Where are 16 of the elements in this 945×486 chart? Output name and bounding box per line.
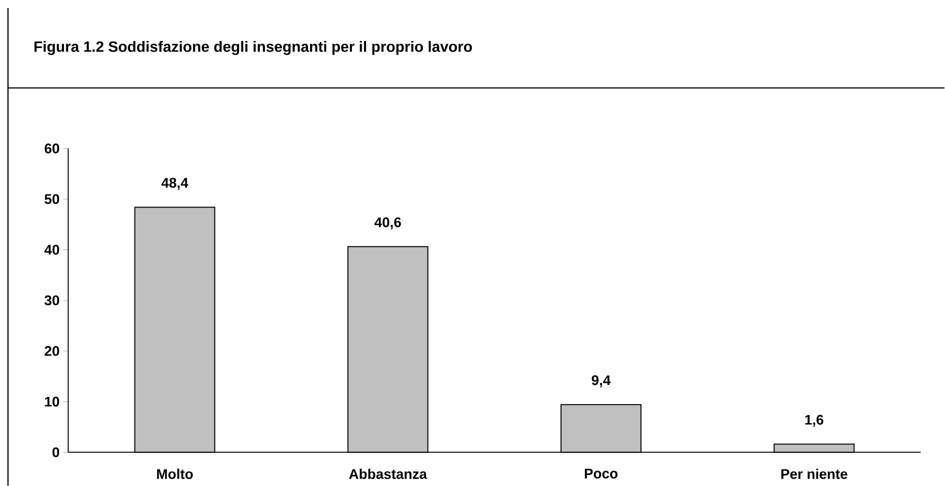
- chart-title: Figura 1.2 Soddisfazione degli insegnanti per il proprio lavoro: [34, 40, 472, 55]
- y-tick-label: 60: [44, 143, 60, 154]
- y-tick-label: 20: [44, 346, 60, 356]
- x-tick-label: Molto: [157, 468, 193, 479]
- x-tick-label: Abbastanza: [349, 468, 428, 479]
- data-label: 48,4: [161, 178, 188, 190]
- y-tick-label: 50: [44, 194, 60, 204]
- data-label: 40,6: [374, 217, 401, 230]
- y-tick-label: 0: [52, 447, 60, 458]
- y-tick-label: 40: [44, 244, 60, 255]
- y-tick-label: 10: [45, 396, 60, 406]
- y-tick-label: 30: [44, 295, 60, 306]
- data-label: 9,4: [592, 375, 611, 388]
- data-label: 1,6: [805, 414, 824, 427]
- x-tick-label: Per niente: [781, 468, 848, 479]
- x-tick-label: Poco: [584, 468, 618, 478]
